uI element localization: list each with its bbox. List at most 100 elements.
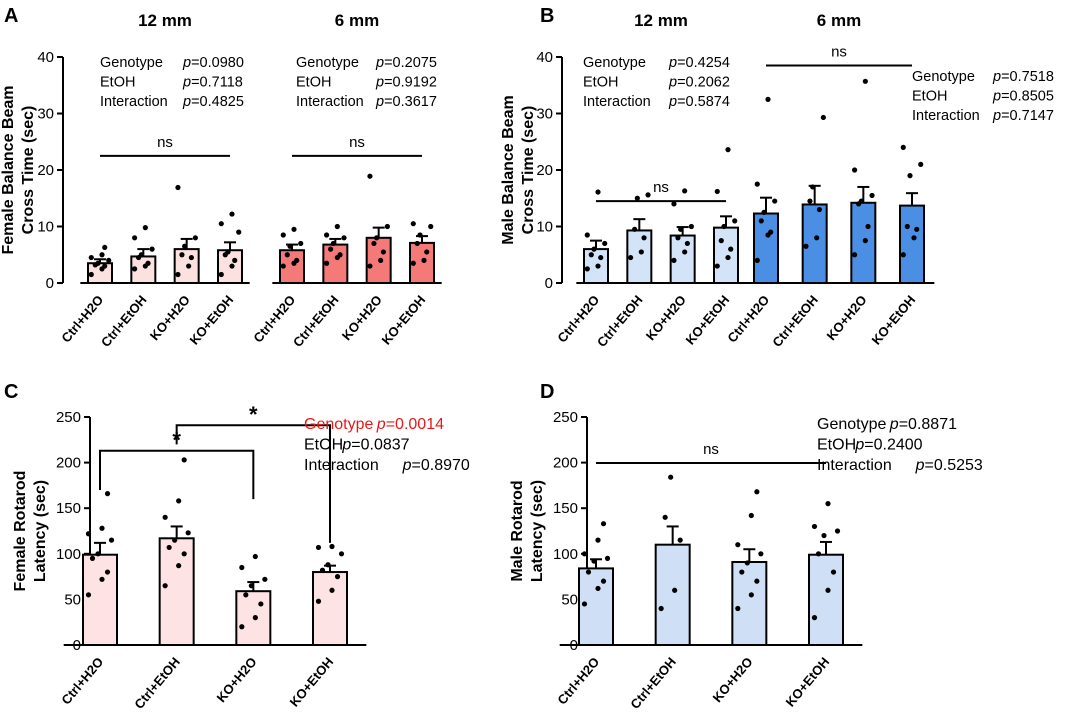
group-title: 6 mm [817, 11, 861, 30]
data-point [176, 563, 182, 569]
data-point [732, 218, 738, 224]
data-point [88, 271, 94, 278]
bar [82, 553, 118, 646]
p-symbol: p [182, 75, 191, 91]
p-value: =0.3617 [384, 94, 437, 110]
data-point [714, 263, 720, 269]
stat-label: Genotype [912, 69, 975, 85]
data-point [602, 240, 608, 247]
data-point [825, 501, 831, 507]
significance-label: ns [831, 43, 847, 60]
y-axis-label: Female Balance Beam [0, 86, 17, 255]
y-tick-label: 100 [56, 546, 81, 563]
category-label: KO+H2O [710, 654, 756, 705]
y-tick-label: 40 [536, 49, 553, 66]
data-point [294, 257, 300, 263]
stat-value: p=0.2062 [668, 75, 730, 91]
stat-value: p=0.7118 [182, 75, 243, 91]
data-point [628, 254, 634, 261]
stat-value: p=0.3617 [375, 94, 437, 110]
bar [322, 243, 349, 284]
data-point [102, 244, 108, 251]
bar [654, 543, 691, 646]
data-point [830, 569, 837, 575]
data-point [634, 195, 640, 201]
data-point [803, 243, 809, 249]
data-point [765, 96, 771, 102]
data-point [367, 263, 373, 269]
data-point [325, 562, 331, 568]
stat-value: p=0.7147 [992, 108, 1054, 124]
data-point [682, 249, 688, 255]
p-value: =0.5253 [925, 457, 983, 474]
panel-letter: A [4, 5, 18, 27]
category-label: Ctrl+EtOH [769, 292, 821, 350]
y-axis-label: Latency (sec) [32, 480, 49, 582]
data-point [334, 574, 341, 580]
data-point [172, 537, 178, 543]
data-point [816, 206, 822, 213]
stat-label: EtOH [296, 75, 331, 91]
category-label: KO+EtOH [869, 292, 919, 347]
stat-value: p=0.0014 [376, 416, 444, 433]
stat-label: Interaction [912, 108, 980, 124]
data-point [677, 537, 683, 543]
stat-label: Genotype [100, 55, 163, 71]
data-point [591, 246, 597, 252]
p-value: =0.8871 [899, 416, 957, 433]
data-point [684, 240, 690, 247]
p-symbol: p [992, 69, 1001, 85]
data-point [162, 514, 168, 520]
data-point [337, 252, 343, 258]
p-symbol: p [402, 457, 412, 474]
data-point [900, 252, 906, 258]
data-point [145, 260, 151, 266]
stat-value: p=0.8970 [402, 457, 470, 474]
data-point [239, 564, 245, 571]
y-tick-label: 50 [64, 591, 81, 608]
bar [850, 201, 877, 285]
category-label: Ctrl+H2O [724, 292, 772, 345]
category-label: Ctrl+H2O [554, 654, 602, 707]
p-symbol: p [375, 55, 384, 71]
group-title: 12 mm [138, 11, 192, 30]
data-point [329, 587, 335, 593]
data-point [280, 232, 286, 238]
data-point [142, 225, 148, 231]
p-value: =0.9192 [384, 75, 437, 91]
data-point [284, 252, 290, 258]
data-point [258, 601, 264, 607]
data-point [225, 249, 231, 255]
bar [731, 561, 768, 646]
stat-label: Genotype [583, 55, 646, 71]
stat-label: Interaction [583, 94, 651, 110]
significance-star: * [249, 402, 258, 427]
stat-label: EtOH [304, 437, 343, 454]
data-point [106, 257, 112, 263]
data-point [678, 226, 684, 232]
data-point [291, 226, 297, 232]
y-tick-label: 30 [37, 106, 54, 123]
y-tick-label: 10 [37, 219, 54, 236]
data-point [718, 238, 724, 244]
data-point [252, 553, 258, 560]
data-point [138, 252, 144, 258]
category-label: KO+EtOH [187, 292, 237, 347]
stat-value: p=0.7518 [992, 69, 1054, 85]
bar-group: Ctrl+H2O Ctrl+EtOH KO+H2O KO+EtOH ns Genotype… [554, 416, 983, 712]
data-point [374, 235, 380, 241]
p-value: =0.0014 [386, 416, 444, 433]
bar [578, 567, 614, 647]
data-point [662, 514, 668, 520]
group-title: 12 mm [634, 11, 688, 30]
category-label: KO+H2O [824, 292, 870, 343]
category-label: KO+EtOH [379, 292, 429, 347]
data-point [869, 192, 875, 199]
data-point [591, 558, 597, 564]
data-point [595, 585, 601, 592]
p-symbol: p [668, 55, 677, 71]
stat-value: p=0.8871 [889, 416, 957, 433]
y-tick-label: 200 [553, 455, 578, 472]
